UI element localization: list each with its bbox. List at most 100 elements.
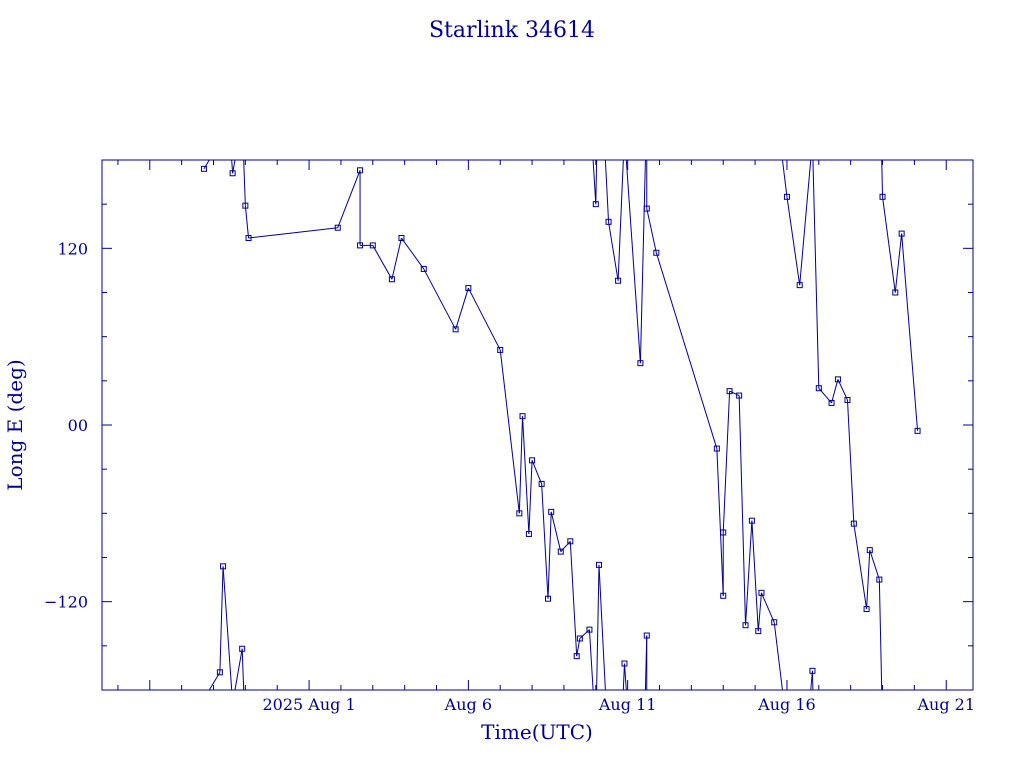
series-segment (528, 460, 533, 534)
data-point (586, 626, 593, 633)
x-tick-label: Aug 11 (598, 695, 657, 714)
series-segment (244, 205, 250, 239)
series-segment (219, 566, 224, 673)
series-segment (625, 159, 641, 364)
series-segment (531, 460, 543, 485)
data-point (529, 457, 536, 464)
series-segment (894, 233, 903, 293)
data-point (497, 346, 504, 353)
series-segment (608, 221, 619, 281)
series-segment (846, 399, 855, 524)
data-point (516, 510, 523, 517)
series-segment (604, 159, 610, 222)
series-segment (881, 159, 884, 197)
series-segment (234, 648, 243, 691)
data-point (783, 193, 790, 200)
data-point (334, 224, 341, 231)
series-segment (595, 159, 598, 205)
series-segment (751, 520, 759, 632)
data-point (850, 520, 857, 527)
data-point (876, 576, 883, 583)
series-lines (203, 159, 919, 691)
axis-ticks (102, 160, 973, 690)
data-point (452, 326, 459, 333)
series-segment (617, 159, 624, 281)
series-segment (560, 540, 571, 552)
data-point (615, 277, 622, 284)
data-point (245, 235, 252, 242)
data-point (465, 285, 472, 292)
series-segment (455, 287, 469, 330)
data-point (758, 589, 765, 596)
series-segment (757, 592, 762, 632)
series-segment (837, 379, 848, 401)
y-tick-label: 120 (57, 239, 88, 258)
x-tick-labels: 2025 Aug 1 Aug 6 Aug 11 Aug 16 Aug 21 (262, 695, 975, 714)
series-segment (579, 629, 590, 639)
series-segment (522, 416, 530, 534)
series-segment (241, 648, 245, 691)
data-point (200, 165, 207, 172)
data-point (879, 193, 886, 200)
data-point (239, 645, 246, 652)
data-point (548, 508, 555, 515)
series-segment (722, 391, 731, 533)
data-point (525, 530, 532, 537)
series-segment (423, 268, 457, 330)
data-point (545, 595, 552, 602)
y-tick-label: 00 (68, 416, 88, 435)
series-segment (232, 159, 236, 174)
x-tick-label: 2025 Aug 1 (262, 695, 355, 714)
data-point (388, 276, 395, 283)
series-segment (745, 520, 753, 626)
x-tick-label: Aug 21 (916, 695, 975, 714)
plot-frame (101, 159, 974, 691)
series-segment (248, 227, 338, 239)
y-axis-label: Long E (deg) (3, 359, 27, 490)
series-segment (869, 549, 880, 580)
chart-title: Starlink 34614 (429, 18, 595, 43)
series-segment (878, 579, 883, 691)
data-point (742, 622, 749, 629)
data-point (713, 445, 720, 452)
series-segment (831, 379, 839, 404)
series-segment (541, 483, 549, 599)
series-segment (799, 159, 812, 286)
data-point (538, 480, 545, 487)
data-point (653, 249, 660, 256)
data-point (898, 230, 905, 237)
data-point (216, 669, 223, 676)
series-segment (812, 159, 820, 389)
series-segment (592, 159, 597, 205)
data-point (357, 167, 364, 174)
data-point (519, 413, 526, 420)
x-tick-label: Aug 16 (757, 695, 816, 714)
x-axis-label: Time(UTC) (481, 720, 593, 744)
series-segment (623, 663, 627, 691)
data-point (643, 205, 650, 212)
data-point (863, 606, 870, 613)
series-segment (518, 416, 524, 514)
series-segment (401, 237, 425, 270)
data-point (771, 619, 778, 626)
series-segment (716, 448, 724, 596)
series-segment (639, 159, 646, 364)
series-segment (596, 564, 600, 691)
data-point (914, 427, 921, 434)
data-point (420, 265, 427, 272)
data-point (809, 667, 816, 674)
data-point (748, 517, 755, 524)
series-segment (547, 511, 552, 599)
series-segment (588, 629, 594, 691)
series-segment (773, 622, 783, 691)
series-segment (243, 159, 246, 206)
data-point (573, 653, 580, 660)
x-tick-label: Aug 6 (444, 695, 492, 714)
series-segment (786, 196, 801, 286)
series-segment (499, 349, 520, 514)
data-point (726, 388, 733, 395)
data-point (557, 548, 564, 555)
data-point (796, 282, 803, 289)
data-point (229, 170, 236, 177)
